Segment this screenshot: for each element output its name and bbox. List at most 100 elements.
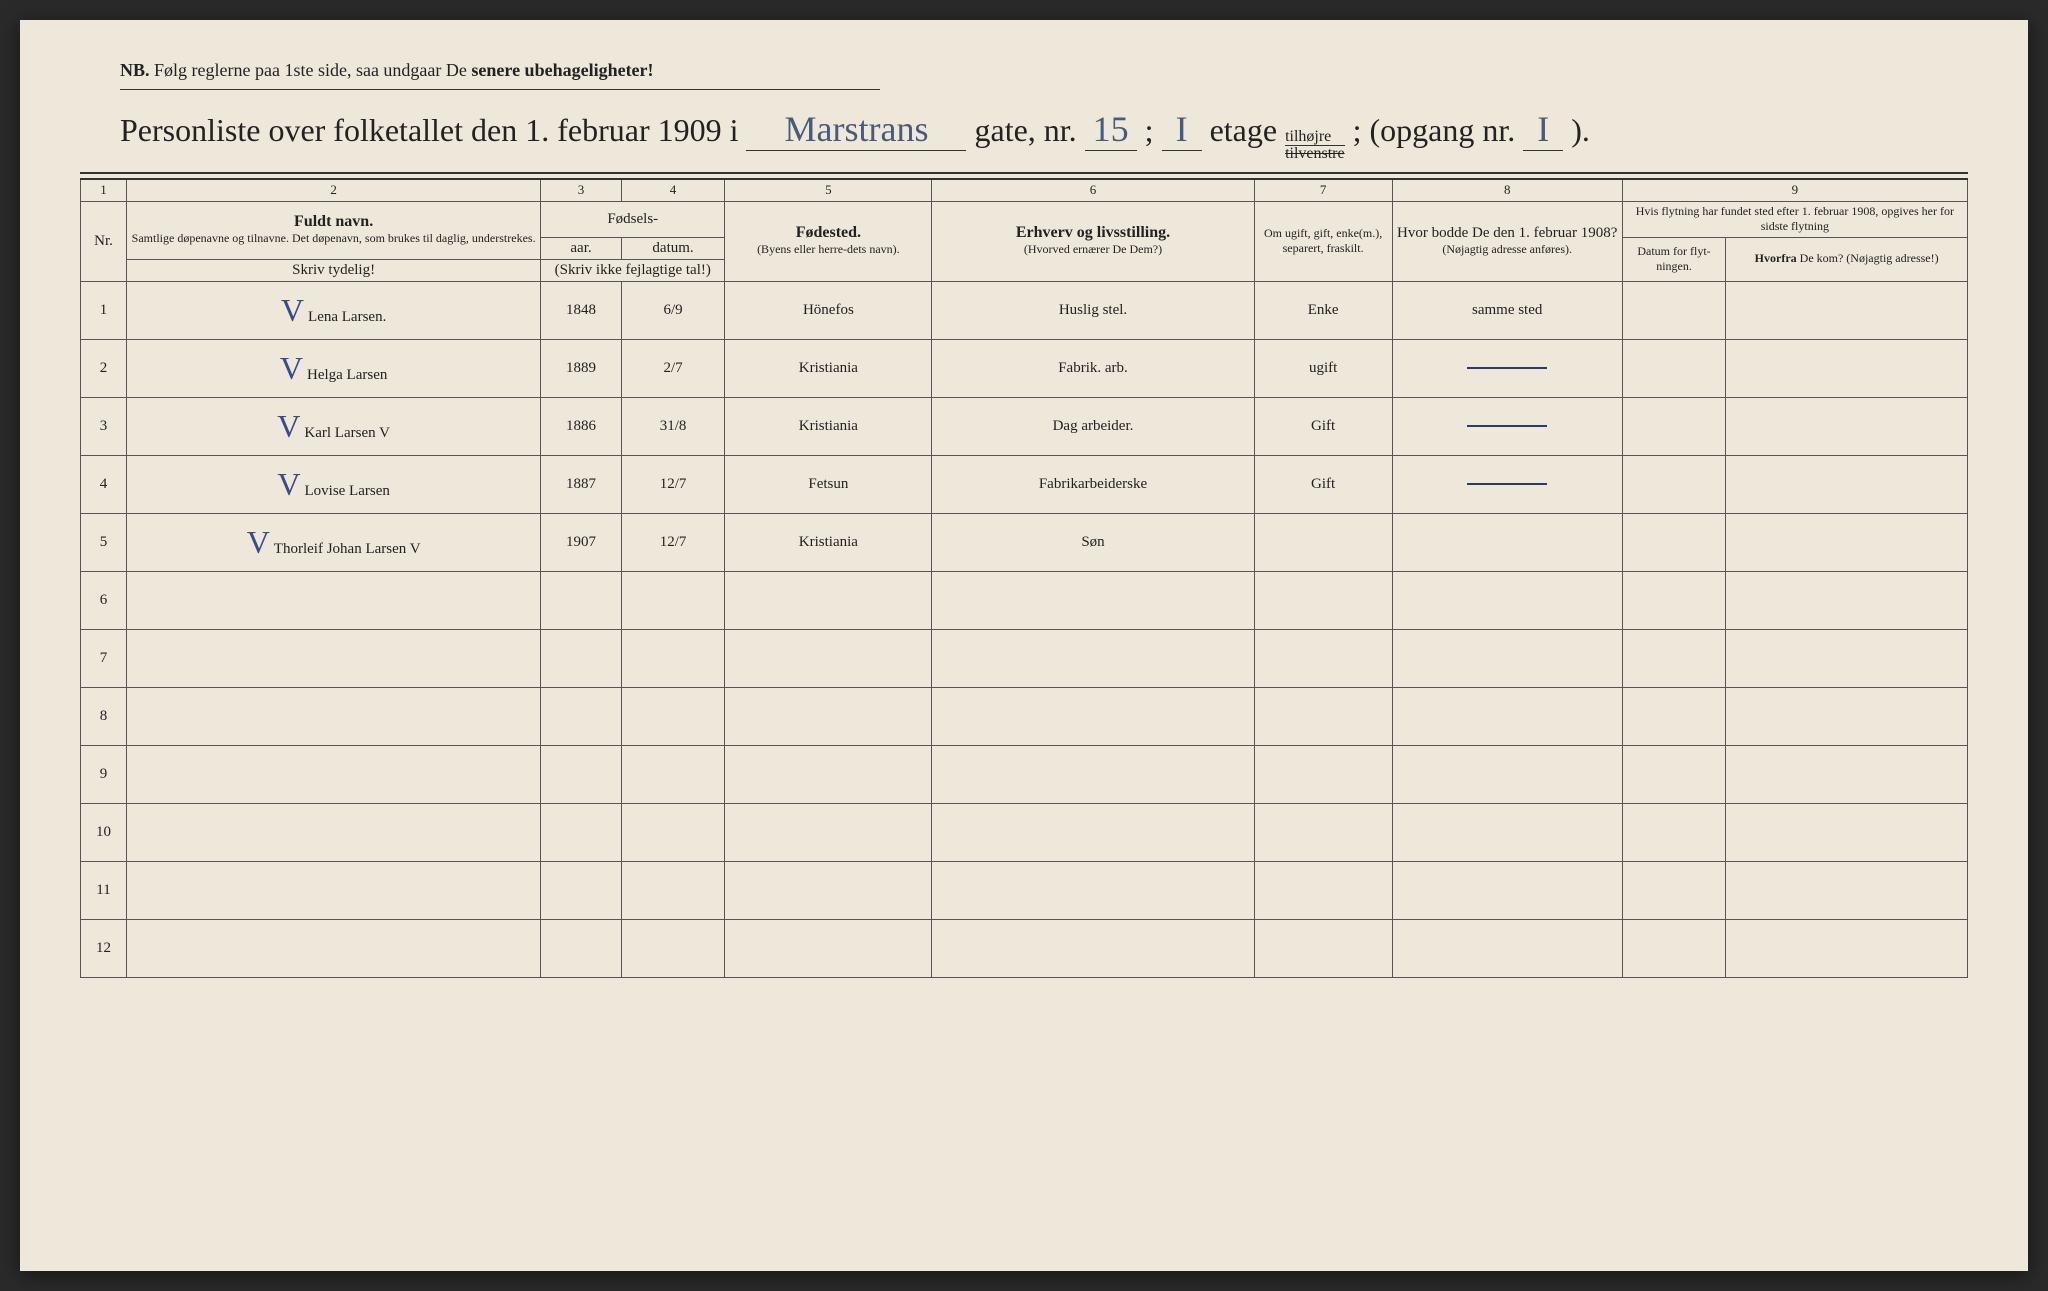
notice-text-b: senere ubehageligheter!: [471, 60, 653, 80]
cell-year: 1886: [541, 397, 622, 455]
title-semi: ;: [1145, 112, 1154, 149]
h-move-from: Hvorfra De kom? (Nøjagtig adresse!): [1726, 237, 1968, 281]
cell-year: [541, 745, 622, 803]
ditto-dash-icon: [1467, 483, 1547, 485]
cell-marital: Gift: [1254, 455, 1392, 513]
title-side-label: tilhøjre tilvenstre: [1285, 129, 1345, 162]
h-addr-main: Hvor bodde De den 1. februar 1908?: [1397, 225, 1618, 242]
cell-move-from: [1726, 455, 1968, 513]
cell-marital: [1254, 571, 1392, 629]
table-body: 1VLena Larsen.18486/9HönefosHuslig stel.…: [81, 281, 1968, 977]
name-text: Lena Larsen.: [308, 309, 386, 325]
cell-place: Kristiania: [725, 513, 932, 571]
title-gate: gate, nr.: [974, 112, 1076, 149]
cell-marital: [1254, 861, 1392, 919]
h-date: datum.: [621, 237, 725, 259]
title-opgang: (opgang nr.: [1370, 112, 1516, 149]
cell-marital: [1254, 513, 1392, 571]
h-name-instr: Skriv tydelig!: [127, 259, 541, 281]
colnum-7: 7: [1254, 179, 1392, 201]
colnum-2: 2: [127, 179, 541, 201]
title-line: Personliste over folketallet den 1. febr…: [80, 108, 1968, 162]
cell-name: VLovise Larsen: [127, 455, 541, 513]
cell-nr: 1: [81, 281, 127, 339]
colnum-5: 5: [725, 179, 932, 201]
h-year: aar.: [541, 237, 622, 259]
cell-occupation: Dag arbeider.: [932, 397, 1254, 455]
cell-prev-address: [1392, 745, 1622, 803]
notice-text-a: Følg reglerne paa 1ste side, saa undgaar…: [154, 60, 471, 80]
cell-move-from: [1726, 571, 1968, 629]
cell-occupation: [932, 745, 1254, 803]
cell-place: Kristiania: [725, 339, 932, 397]
cell-year: 1889: [541, 339, 622, 397]
cell-move-from: [1726, 281, 1968, 339]
title-gate-nr: 15: [1085, 108, 1137, 151]
table-head: 1 2 3 4 5 6 7 8 9 Nr. Fuldt navn. Samtli…: [81, 179, 1968, 281]
cell-year: [541, 687, 622, 745]
table-row: 2VHelga Larsen18892/7KristianiaFabrik. a…: [81, 339, 1968, 397]
name-text: Karl Larsen V: [304, 425, 390, 441]
cell-name: [127, 919, 541, 977]
title-lead: Personliste over folketallet den 1. febr…: [120, 112, 738, 149]
ditto-dash-icon: [1467, 425, 1547, 427]
cell-year: [541, 571, 622, 629]
cell-place: [725, 919, 932, 977]
h-addr-sub: (Nøjagtig adresse anføres).: [1397, 242, 1618, 258]
cell-occupation: [932, 629, 1254, 687]
h-occ-main: Erhverv og livsstilling.: [936, 224, 1249, 242]
cell-marital: Gift: [1254, 397, 1392, 455]
notice-line: NB. Følg reglerne paa 1ste side, saa und…: [80, 60, 1968, 81]
cell-nr: 11: [81, 861, 127, 919]
h-move-from-sub: De kom? (Nøjagtig adresse!): [1800, 251, 1939, 265]
cell-nr: 6: [81, 571, 127, 629]
cell-nr: 5: [81, 513, 127, 571]
title-tilhojre: tilhøjre: [1285, 129, 1345, 146]
cell-move-from: [1726, 745, 1968, 803]
header-row-1: Nr. Fuldt navn. Samtlige døpenavne og ti…: [81, 201, 1968, 237]
cell-year: 1907: [541, 513, 622, 571]
cell-occupation: [932, 803, 1254, 861]
colnum-4: 4: [621, 179, 725, 201]
cell-move-date: [1622, 629, 1726, 687]
cell-occupation: Fabrikarbeiderske: [932, 455, 1254, 513]
cell-date: [621, 803, 725, 861]
cell-name: [127, 745, 541, 803]
cell-place: Fetsun: [725, 455, 932, 513]
cell-marital: [1254, 803, 1392, 861]
cell-move-from: [1726, 919, 1968, 977]
title-close: ).: [1571, 112, 1590, 149]
cell-move-from: [1726, 513, 1968, 571]
cell-prev-address: samme sted: [1392, 281, 1622, 339]
h-move-from-main: Hvorfra: [1755, 251, 1797, 265]
cell-date: [621, 919, 725, 977]
cell-marital: [1254, 687, 1392, 745]
cell-date: [621, 571, 725, 629]
cell-name: [127, 861, 541, 919]
cell-move-from: [1726, 687, 1968, 745]
cell-marital: Enke: [1254, 281, 1392, 339]
census-page: NB. Følg reglerne paa 1ste side, saa und…: [20, 20, 2028, 1271]
check-mark-icon: V: [280, 350, 303, 387]
table-row: 7: [81, 629, 1968, 687]
cell-place: [725, 571, 932, 629]
cell-occupation: Søn: [932, 513, 1254, 571]
h-birth-instr: (Skriv ikke fejlagtige tal!): [541, 259, 725, 281]
cell-move-date: [1622, 339, 1726, 397]
cell-occupation: [932, 687, 1254, 745]
title-etage: etage: [1210, 112, 1278, 149]
colnum-9: 9: [1622, 179, 1967, 201]
cell-marital: ugift: [1254, 339, 1392, 397]
cell-prev-address: [1392, 687, 1622, 745]
cell-move-date: [1622, 397, 1726, 455]
colnum-3: 3: [541, 179, 622, 201]
cell-date: 12/7: [621, 513, 725, 571]
cell-year: [541, 803, 622, 861]
cell-marital: [1254, 745, 1392, 803]
cell-nr: 9: [81, 745, 127, 803]
table-row: 1VLena Larsen.18486/9HönefosHuslig stel.…: [81, 281, 1968, 339]
check-mark-icon: V: [247, 524, 270, 561]
column-number-row: 1 2 3 4 5 6 7 8 9: [81, 179, 1968, 201]
check-mark-icon: V: [277, 466, 300, 503]
cell-date: [621, 687, 725, 745]
